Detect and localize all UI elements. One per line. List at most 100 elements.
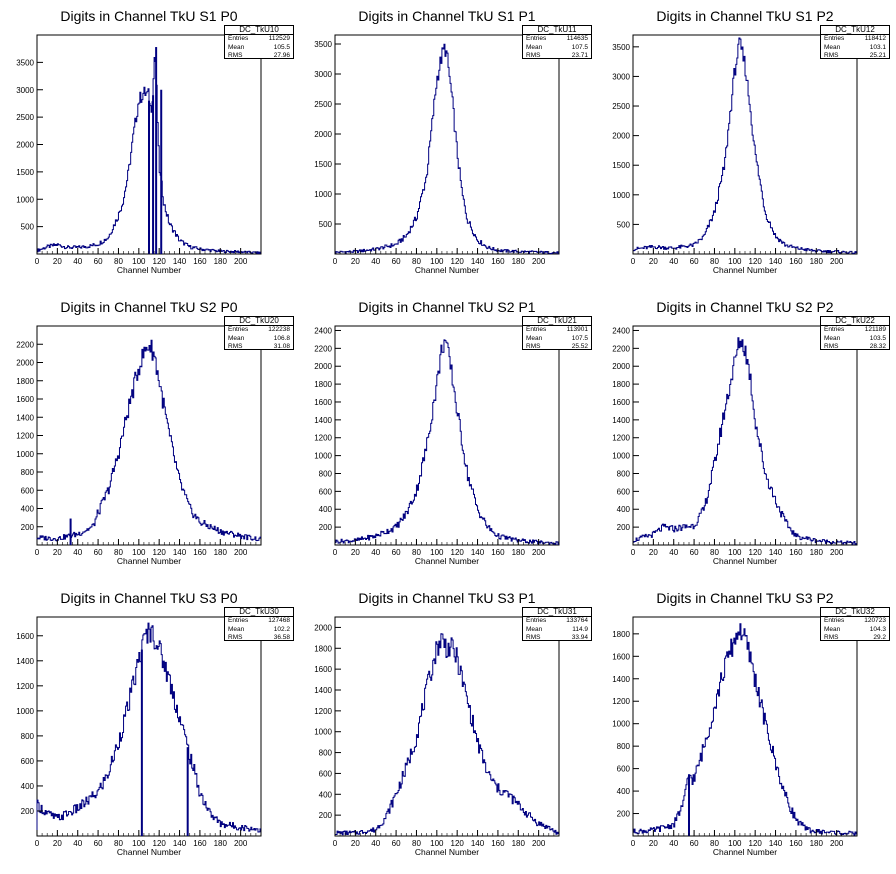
stats-entries-row: Entries 121189 [821,326,889,335]
histogram-spike [155,47,158,254]
stats-rms-row: RMS 28.32 [821,343,889,352]
stats-entries-row: Entries 113901 [523,326,591,335]
x-axis-label: Channel Number [415,265,479,275]
x-tick-label: 60 [392,257,401,266]
y-tick-label: 400 [617,787,631,796]
y-tick-label: 1600 [16,395,34,404]
stats-name: DC_TkU11 [523,26,591,35]
stats-rms-row: RMS 29.2 [821,634,889,643]
x-tick-label: 20 [649,257,658,266]
x-tick-label: 140 [769,839,783,848]
y-tick-label: 3500 [314,40,332,49]
x-tick-label: 40 [669,548,678,557]
y-tick-label: 1000 [612,191,630,200]
stats-mean-value: 103.1 [869,43,886,51]
stats-rms-label: RMS [228,343,243,350]
stats-box: DC_TkU30 Entries 127468 Mean 102.2 RMS 36.58 [224,607,294,641]
stats-name: DC_TkU12 [821,26,889,35]
chart-title: Digits in Channel TkU S1 P0 [60,8,238,24]
y-tick-label: 2000 [16,141,34,150]
y-tick-label: 800 [21,468,35,477]
stats-rms-value: 23.71 [571,52,588,59]
y-tick-label: 3500 [16,58,34,67]
x-tick-label: 180 [512,548,526,557]
stats-mean-label: Mean [228,625,245,633]
x-tick-label: 40 [371,548,380,557]
y-tick-label: 600 [21,486,35,495]
x-tick-label: 0 [631,257,636,266]
stats-entries-label: Entries [228,35,249,42]
histogram-spike [148,100,150,254]
y-tick-label: 200 [617,523,631,532]
stats-mean-label: Mean [526,334,543,342]
y-tick-label: 1500 [314,160,332,169]
stats-entries-label: Entries [228,617,249,624]
stats-mean-value: 103.5 [869,334,886,342]
x-tick-label: 200 [830,839,844,848]
stats-entries-label: Entries [526,617,547,624]
x-tick-label: 120 [153,548,167,557]
y-tick-label: 1000 [612,720,630,729]
plot-frame [334,325,560,546]
stats-box: DC_TkU10 Entries 112529 Mean 105.5 RMS 27.96 [224,25,294,59]
stats-entries-row: Entries 122238 [225,326,293,335]
stats-entries-label: Entries [824,617,845,624]
stats-entries-row: Entries 127468 [225,617,293,626]
y-tick-label: 1800 [612,380,630,389]
x-tick-label: 0 [631,839,636,848]
x-tick-label: 100 [728,839,742,848]
stats-rms-label: RMS [526,52,541,59]
x-tick-label: 20 [53,839,62,848]
histogram-panel: Digits in Channel TkU S2 P1 0 20 40 60 80 100 1… [298,291,596,582]
y-tick-label: 600 [617,487,631,496]
y-tick-label: 500 [319,220,333,229]
histogram-panel: Digits in Channel TkU S1 P0 0 20 40 60 80 100 1… [0,0,298,291]
stats-mean-row: Mean 114.9 [523,626,591,635]
x-tick-label: 120 [749,548,763,557]
y-tick-label: 200 [319,811,333,820]
x-tick-label: 140 [471,257,485,266]
y-tick-label: 800 [617,742,631,751]
y-tick-label: 3000 [314,70,332,79]
x-tick-label: 0 [333,257,338,266]
y-tick-label: 1000 [16,450,34,459]
stats-name: DC_TkU21 [523,317,591,326]
plot-frame [36,616,262,837]
x-tick-label: 180 [214,839,228,848]
x-tick-label: 200 [234,548,248,557]
stats-mean-row: Mean 105.5 [225,44,293,53]
x-tick-label: 180 [214,257,228,266]
x-tick-label: 180 [810,548,824,557]
x-tick-label: 180 [810,257,824,266]
stats-mean-row: Mean 106.8 [225,335,293,344]
y-tick-label: 1600 [612,652,630,661]
y-tick-label: 1000 [16,195,34,204]
chart-title: Digits in Channel TkU S3 P0 [60,590,238,606]
y-tick-label: 400 [319,505,333,514]
histogram-line [36,339,261,545]
y-tick-label: 1000 [16,707,34,716]
x-tick-label: 200 [234,257,248,266]
stats-rms-value: 25.21 [869,52,886,59]
stats-rms-label: RMS [228,634,243,641]
stats-name: DC_TkU31 [523,608,591,617]
plot-area: 0 20 40 60 80 100 120 140 160 180 200 200 400 600 800 1… [16,325,262,566]
y-tick-label: 200 [21,807,35,816]
y-tick-label: 1000 [314,728,332,737]
histogram-spike [688,774,690,836]
y-tick-label: 200 [21,523,35,532]
x-tick-label: 120 [451,257,465,266]
stats-rms-label: RMS [526,634,541,641]
stats-box: DC_TkU11 Entries 114635 Mean 107.5 RMS 23.71 [522,25,592,59]
x-tick-label: 60 [690,257,699,266]
x-tick-label: 0 [35,839,40,848]
stats-rms-label: RMS [824,52,839,59]
x-tick-label: 140 [173,257,187,266]
x-tick-label: 20 [649,839,658,848]
y-tick-label: 1200 [314,434,332,443]
y-tick-label: 2000 [16,359,34,368]
stats-entries-label: Entries [526,35,547,42]
stats-entries-row: Entries 118412 [821,35,889,44]
stats-box: DC_TkU12 Entries 118412 Mean 103.1 RMS 25.21 [820,25,890,59]
